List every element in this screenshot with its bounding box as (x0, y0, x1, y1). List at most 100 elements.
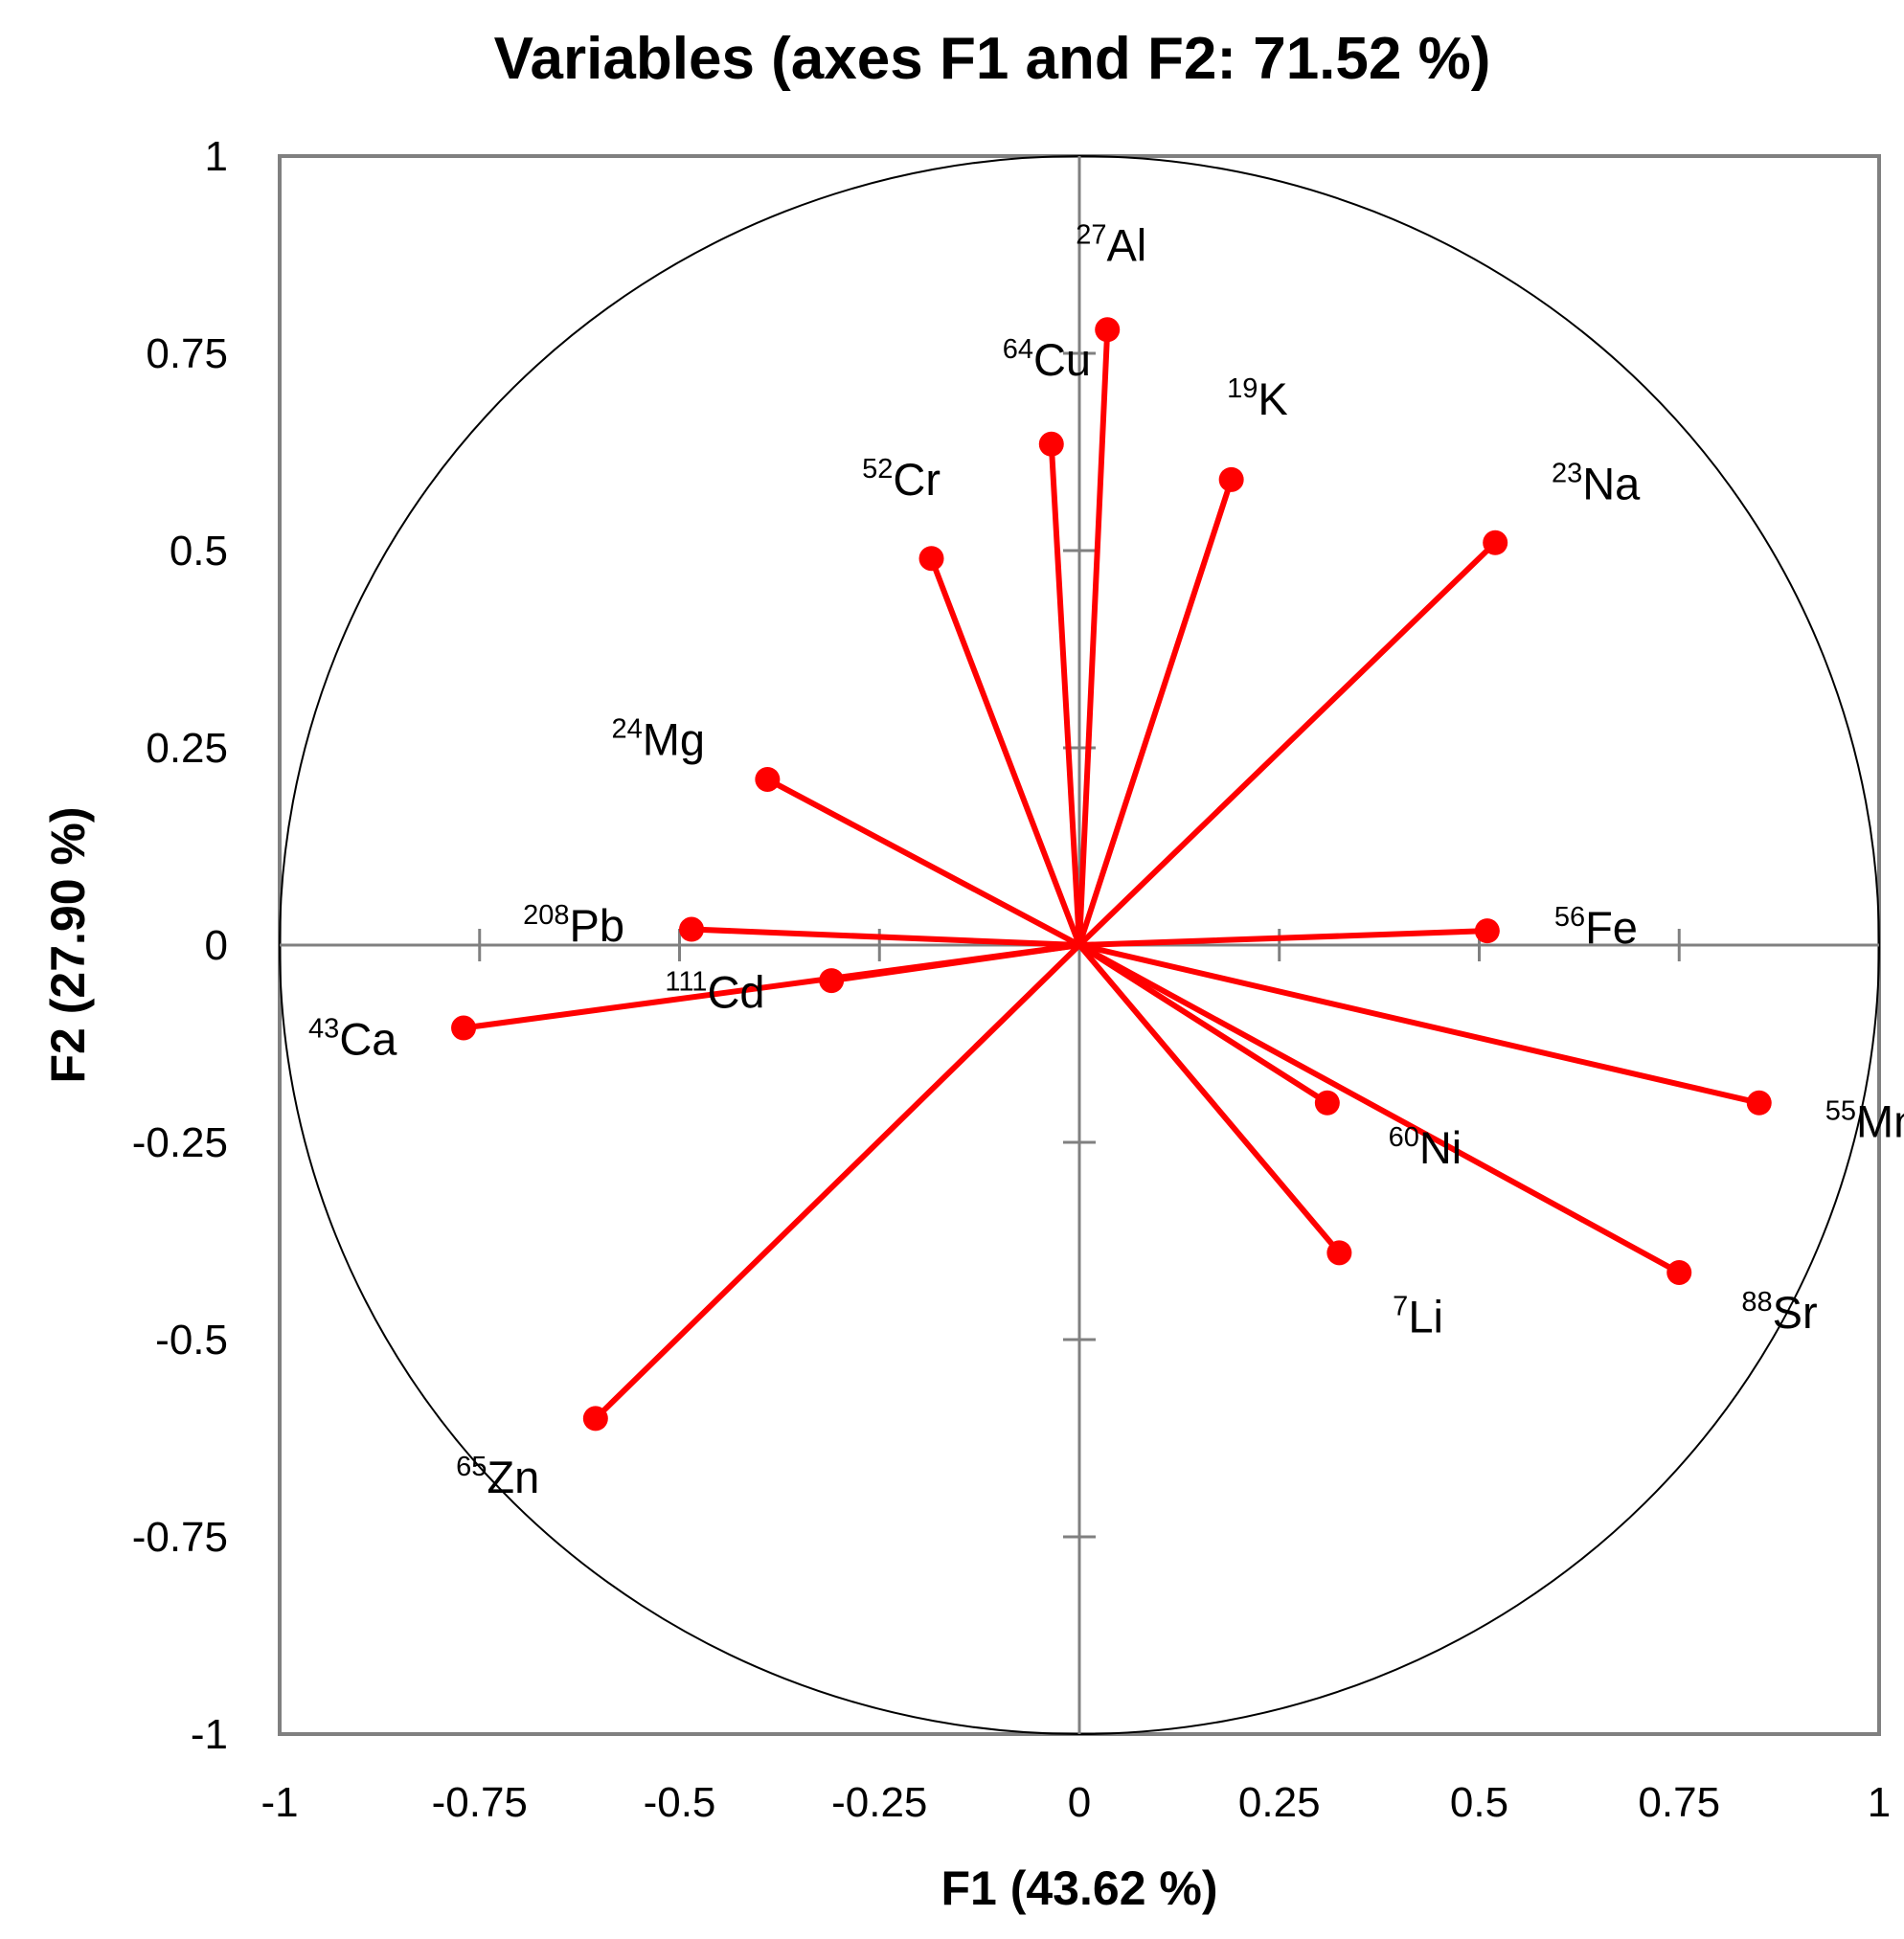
label-isotope-number: 88 (1741, 1287, 1772, 1318)
y-tick-label: 0.5 (170, 528, 228, 575)
vector-ca (461, 942, 1082, 1031)
label-isotope-number: 55 (1825, 1096, 1856, 1127)
label-li: 7Li (1393, 1292, 1443, 1342)
label-isotope-number: 27 (1076, 219, 1106, 250)
label-element-symbol: Pb (570, 900, 625, 951)
point-al (1095, 317, 1121, 343)
y-axis-title: F2 (27.90 %) (41, 806, 95, 1083)
label-mn: 55Mn (1825, 1096, 1904, 1147)
label-isotope-number: 52 (862, 454, 893, 485)
label-isotope-number: 23 (1552, 459, 1582, 489)
point-ni (1314, 1090, 1340, 1116)
label-isotope-number: 24 (611, 714, 642, 745)
label-element-symbol: Cu (1033, 334, 1091, 385)
label-fe: 56Fe (1554, 902, 1638, 953)
point-mn (1746, 1090, 1772, 1116)
y-tick-label: 0.25 (146, 725, 228, 772)
point-na (1483, 530, 1508, 555)
vector-na (1077, 539, 1499, 948)
label-ni: 60Ni (1389, 1122, 1462, 1173)
x-axis-title: F1 (43.62 %) (941, 1861, 1217, 1915)
label-sr: 88Sr (1741, 1287, 1817, 1338)
label-isotope-number: 60 (1389, 1122, 1419, 1153)
vector-fe (1077, 928, 1490, 948)
vector-ni (1077, 942, 1330, 1106)
label-element-symbol: Cr (893, 454, 941, 505)
x-tick-label: 0.25 (1238, 1779, 1321, 1826)
point-zn (582, 1406, 608, 1432)
x-tick-label: 1 (1868, 1779, 1891, 1826)
label-mg: 24Mg (611, 714, 705, 765)
vector-cr (928, 555, 1082, 948)
label-element-symbol: Cd (707, 967, 764, 1018)
x-tick-label: 0.5 (1450, 1779, 1508, 1826)
y-tick-label: 0.75 (146, 330, 228, 377)
vector-li (1077, 942, 1343, 1256)
vector-zn (592, 942, 1082, 1422)
point-k (1218, 466, 1244, 492)
label-al: 27Al (1076, 219, 1146, 270)
point-li (1326, 1240, 1352, 1266)
vector-cu (1048, 440, 1082, 948)
label-element-symbol: Ca (339, 1013, 397, 1064)
label-element-symbol: Sr (1773, 1287, 1818, 1338)
label-element-symbol: Mg (643, 714, 705, 765)
label-na: 23Na (1552, 459, 1641, 509)
vector-pb (689, 926, 1082, 948)
x-tick-label: 0 (1068, 1779, 1091, 1826)
x-tick-label: 0.75 (1638, 1779, 1720, 1826)
label-isotope-number: 64 (1003, 334, 1033, 365)
y-tick-label: -0.5 (155, 1317, 228, 1364)
point-cr (918, 546, 944, 572)
point-cu (1038, 431, 1064, 457)
label-pb: 208Pb (523, 900, 624, 951)
label-isotope-number: 19 (1227, 373, 1258, 404)
vector-sr (1077, 942, 1683, 1275)
label-isotope-number: 43 (308, 1013, 339, 1044)
y-tick-label: 1 (205, 133, 228, 180)
label-element-symbol: Ni (1419, 1122, 1462, 1173)
y-tick-label: 0 (205, 922, 228, 969)
point-cd (819, 968, 845, 994)
label-isotope-number: 7 (1393, 1292, 1408, 1322)
x-tick-label: -1 (261, 1779, 298, 1826)
y-tick-label: -0.75 (132, 1514, 228, 1561)
vector-al (1077, 327, 1111, 948)
y-tick-label: -0.25 (132, 1119, 228, 1166)
y-tick-labels: 1 0.75 0.5 0.25 0 -0.25 -0.5 -0.75 -1 (132, 133, 228, 1758)
x-tick-label: -0.5 (644, 1779, 716, 1826)
label-element-symbol: Mn (1856, 1096, 1904, 1147)
label-cu: 64Cu (1003, 334, 1091, 385)
x-tick-label: -0.25 (831, 1779, 927, 1826)
y-tick-label: -1 (191, 1711, 228, 1758)
label-element-symbol: Al (1106, 219, 1146, 270)
chart-title: Variables (axes F1 and F2: 71.52 %) (494, 26, 1491, 92)
label-element-symbol: Fe (1585, 902, 1638, 953)
label-element-symbol: Zn (487, 1452, 539, 1502)
vector-mn (1077, 942, 1762, 1106)
label-isotope-number: 111 (665, 967, 707, 998)
point-fe (1474, 918, 1500, 944)
label-zn: 65Zn (456, 1452, 539, 1502)
vector-mg (764, 776, 1082, 948)
label-isotope-number: 65 (456, 1452, 487, 1482)
point-pb (679, 916, 705, 942)
label-ca: 43Ca (308, 1013, 397, 1064)
x-tick-labels: -1 -0.75 -0.5 -0.25 0 0.25 0.5 0.75 1 (261, 1779, 1891, 1826)
point-sr (1666, 1259, 1692, 1285)
label-element-symbol: Li (1408, 1292, 1443, 1342)
point-ca (451, 1015, 477, 1041)
point-mg (755, 766, 781, 792)
label-cr: 52Cr (862, 454, 941, 505)
label-isotope-number: 56 (1554, 902, 1585, 933)
loading-vectors (461, 327, 1762, 1422)
loading-points (451, 317, 1772, 1432)
label-element-symbol: K (1258, 373, 1287, 424)
label-k: 19K (1227, 373, 1288, 424)
x-tick-label: -0.75 (432, 1779, 528, 1826)
label-element-symbol: Na (1582, 459, 1641, 509)
vector-k (1077, 476, 1235, 948)
label-isotope-number: 208 (523, 900, 569, 931)
